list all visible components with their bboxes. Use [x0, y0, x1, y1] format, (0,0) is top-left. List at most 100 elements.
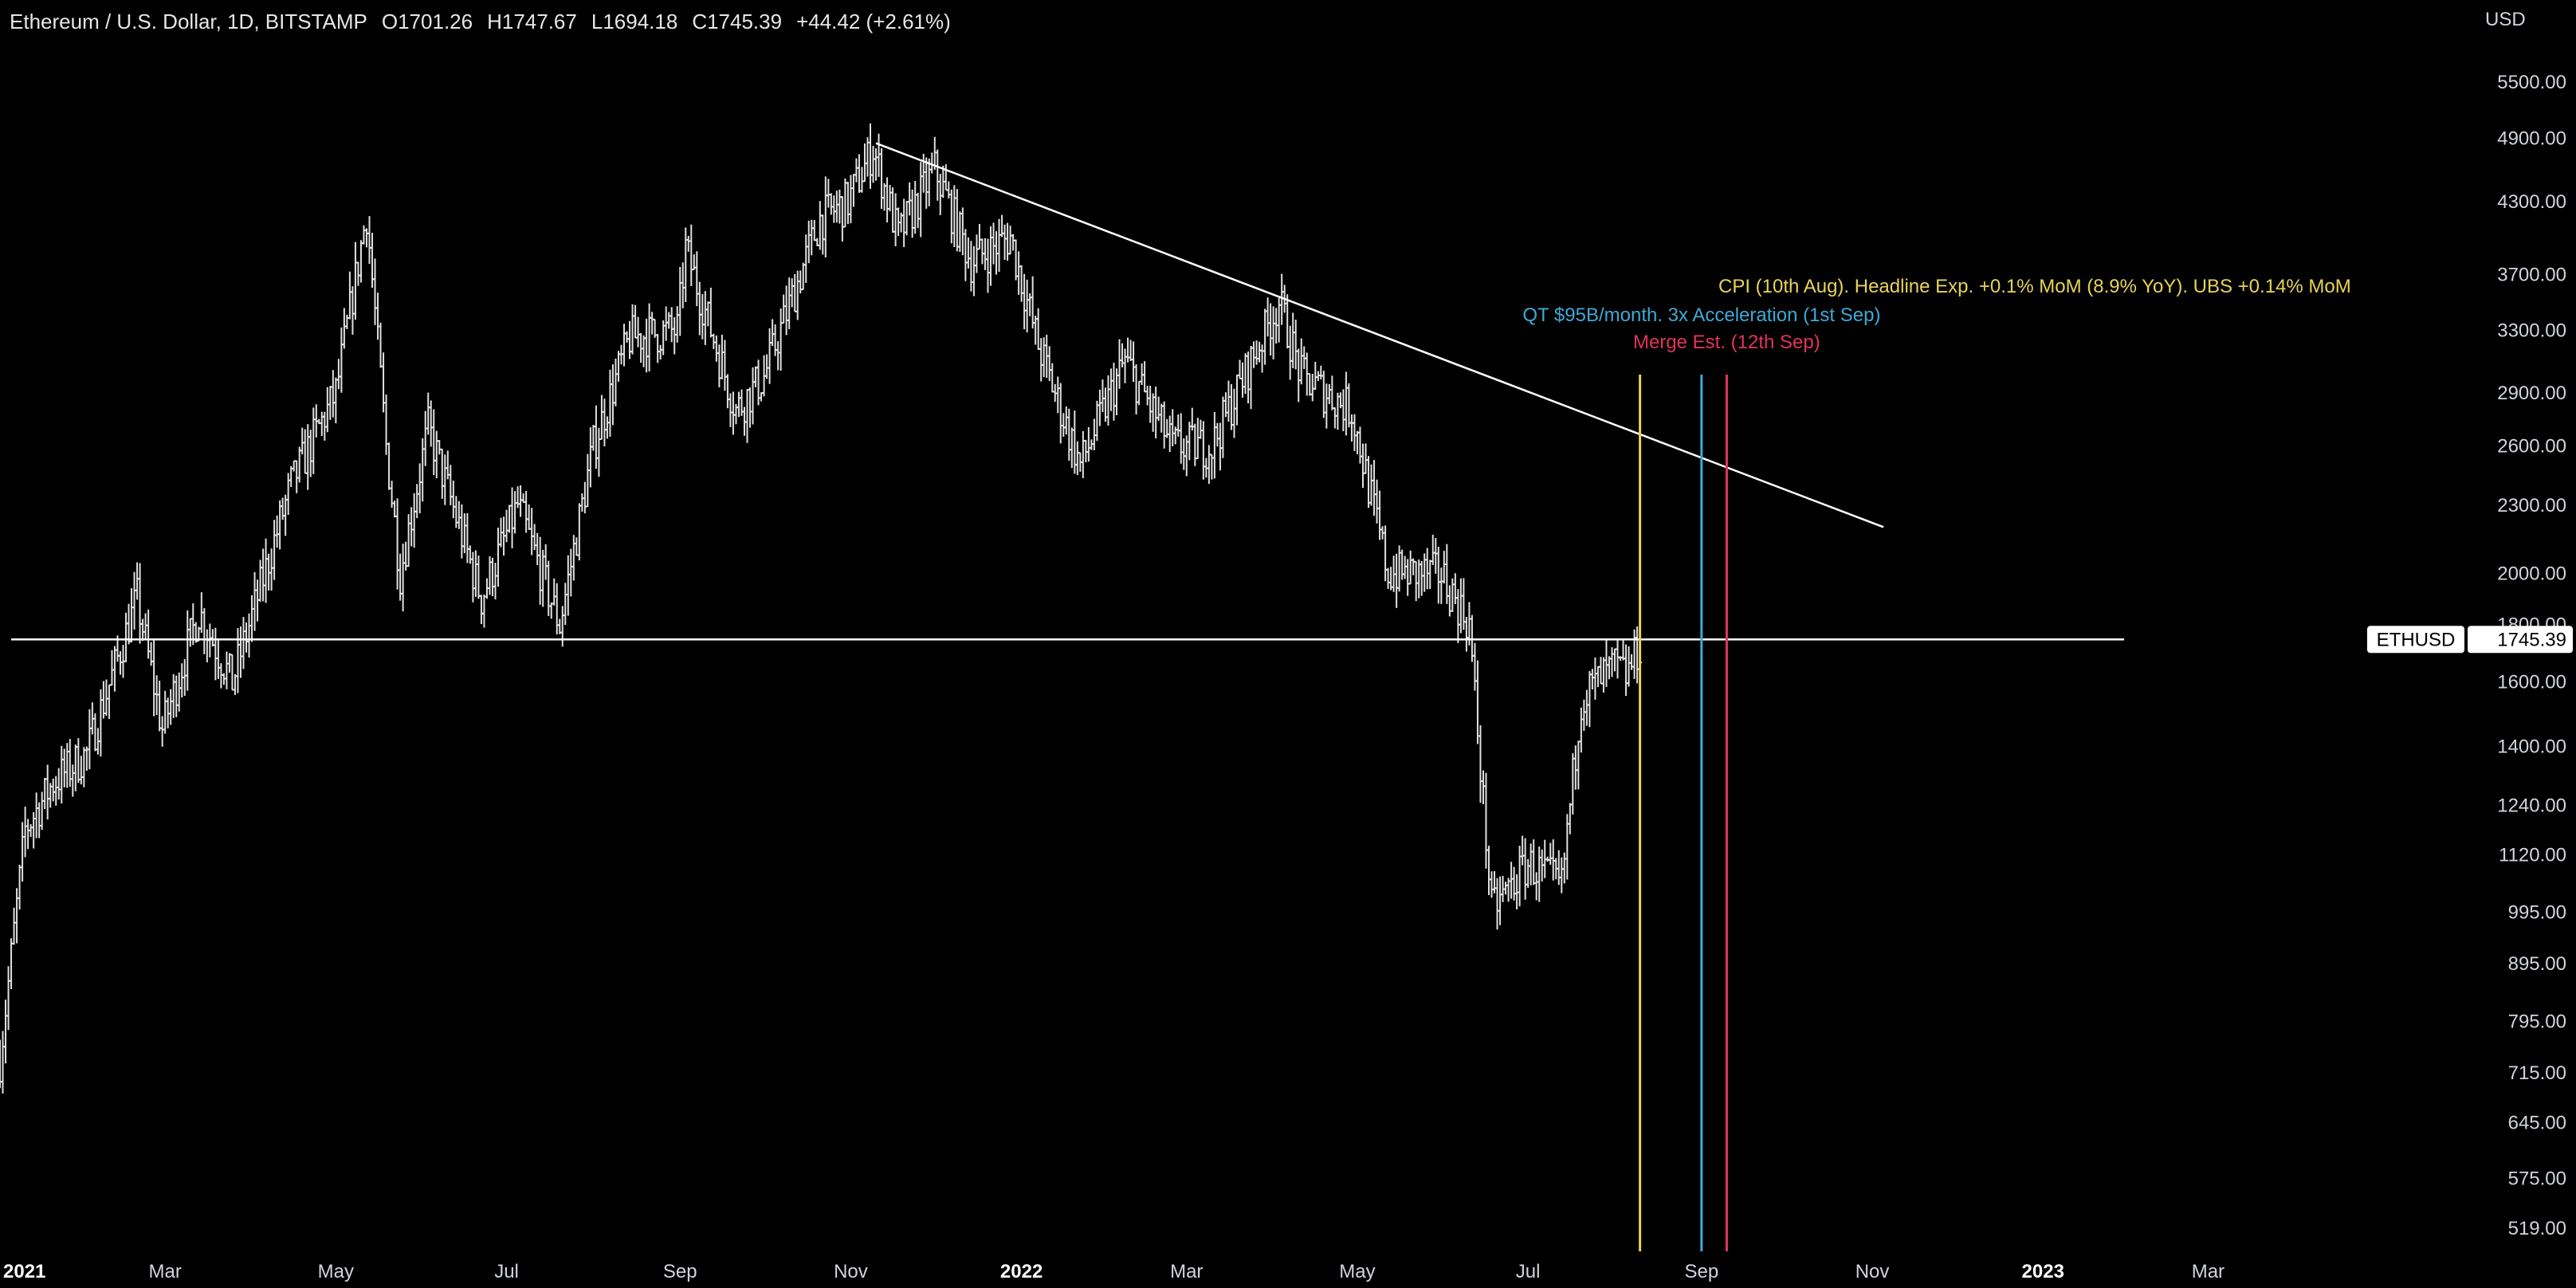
ohlc-bar — [342, 308, 347, 349]
ohlc-bar — [834, 190, 839, 223]
time-axis[interactable]: 2021 Mar May Jul Sep Nov 2022 Mar May Jul Sep Nov 20… — [3, 1261, 2225, 1282]
ohlc-bar — [361, 225, 366, 245]
ohlc-bar — [857, 154, 862, 194]
ohlc-bar — [675, 306, 680, 343]
ohlc-bar — [1584, 689, 1589, 726]
ohlc-bar — [431, 409, 436, 476]
ohlc-bar — [938, 174, 943, 215]
ohlc-bar — [596, 427, 601, 477]
ohlc-bar — [837, 189, 842, 224]
ohlc-bar — [459, 504, 464, 559]
ohlc-bar — [1383, 525, 1388, 582]
price-axis[interactable]: USD 5500.00 4900.00 4300.00 3700.00 3300.00 29… — [2485, 9, 2566, 1239]
ohlc-bar — [625, 331, 630, 343]
ohlc-bar — [1629, 654, 1634, 670]
ohlc-bar — [1551, 839, 1556, 881]
symbol-title[interactable]: Ethereum / U.S. Dollar, 1D, BITSTAMP — [10, 10, 367, 33]
ohlc-bar — [1478, 724, 1482, 803]
ohlc-bar — [571, 535, 576, 581]
ohlc-bar — [1523, 838, 1528, 900]
time-tick-label: Sep — [663, 1261, 697, 1282]
ohlc-bar — [992, 222, 996, 265]
ohlc-bar — [980, 238, 984, 265]
ohlc-bar — [1329, 375, 1334, 410]
ohlc-bar — [588, 427, 593, 488]
ohlc-bar — [473, 550, 478, 597]
price-tick-label: 2000.00 — [2497, 563, 2566, 584]
ohlc-bar — [320, 411, 324, 437]
ohlc-bar — [1005, 222, 1010, 261]
ohlc-bar — [434, 430, 439, 479]
ohlc-bar — [605, 416, 610, 439]
ohlc-bar — [642, 335, 646, 367]
ohlc-bar — [784, 285, 789, 336]
ohlc-bar — [359, 240, 363, 283]
ohlc-bar — [1170, 409, 1175, 446]
ohlc-bar — [493, 563, 497, 599]
ohlc-bar — [53, 776, 58, 806]
ohlc-bar — [1459, 578, 1463, 634]
ohlc-bar — [1534, 872, 1539, 901]
ohlc-bar — [966, 237, 971, 269]
ohlc-bar — [1081, 430, 1086, 478]
ohlc-bar — [722, 340, 727, 391]
ohlc-bar — [1581, 699, 1586, 731]
ohlc-bar — [1363, 443, 1368, 474]
ohlc-bar — [79, 756, 84, 785]
ohlc-bar — [1344, 371, 1349, 436]
ohlc-bar — [1346, 383, 1351, 428]
ohlc-bar — [846, 182, 850, 225]
ohlc-bar — [14, 888, 19, 944]
time-tick-label: Jul — [494, 1261, 519, 1282]
last-price-badge: ETHUSD 1745.39 — [2367, 626, 2573, 654]
ohlc-bar — [1579, 707, 1584, 753]
ohlc-bar — [1400, 549, 1404, 580]
ohlc-bar — [70, 764, 75, 797]
ohlc-bar — [283, 494, 288, 536]
ohlc-bar — [1609, 647, 1614, 677]
time-tick-label: 2021 — [3, 1261, 45, 1282]
ohlc-bar — [1568, 803, 1573, 834]
ohlc-bar — [801, 262, 806, 291]
ohlc-bar — [1357, 426, 1362, 464]
ohlc-bar — [1537, 846, 1541, 902]
ohlc-bar — [790, 278, 795, 308]
ohlc-bar — [616, 351, 621, 382]
ohlc-bar — [490, 557, 495, 597]
ohlc-bar — [1226, 380, 1231, 422]
ohlc-bar — [1475, 660, 1480, 744]
time-tick-label: 2022 — [1000, 1261, 1043, 1282]
ohlc-bar — [462, 513, 467, 554]
ohlc-bar — [787, 277, 791, 330]
ohlc-bar — [1231, 388, 1236, 438]
ohlc-bar — [1260, 344, 1265, 373]
ohlc-bar — [842, 178, 847, 228]
ohlc-bar — [711, 333, 716, 349]
ohlc-bar — [328, 386, 332, 420]
ohlc-bar — [633, 304, 638, 339]
ohlc-bar — [124, 612, 128, 662]
price-tick-label: 795.00 — [2508, 1011, 2566, 1032]
ohlc-bar — [1229, 383, 1234, 430]
ohlc-bar — [505, 509, 509, 543]
ohlc-bar — [874, 148, 878, 181]
ohlc-bar — [1601, 657, 1606, 693]
descending-trendline[interactable] — [875, 142, 1884, 528]
ohlc-bar — [135, 562, 139, 600]
ohlc-bar — [1156, 396, 1161, 422]
ohlc-bar — [957, 211, 962, 253]
ohlc-bar — [414, 484, 419, 519]
ohlc-bar — [644, 318, 649, 373]
ohlc-bar — [1061, 413, 1066, 437]
ohlc-close: C1745.39 — [692, 10, 783, 33]
ohlc-bar — [406, 514, 411, 567]
ohlc-bar — [149, 642, 154, 666]
ohlc-bar — [244, 622, 249, 653]
ohlc-bar — [107, 684, 112, 720]
ohlc-bar — [1164, 418, 1169, 438]
ohlc-bar — [1151, 393, 1156, 432]
ohlc-bar — [1036, 308, 1041, 350]
ohlc-bar — [1632, 629, 1637, 679]
ohlc-bar — [602, 399, 607, 447]
